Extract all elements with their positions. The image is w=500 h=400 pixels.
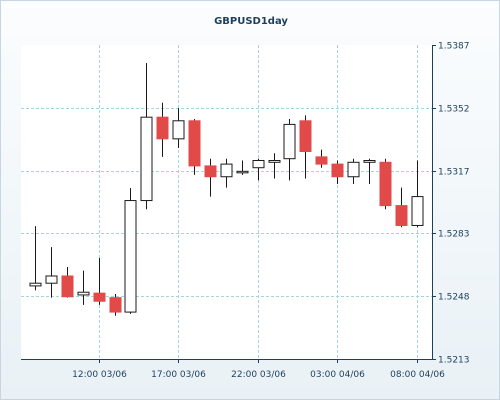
candle-body [77,291,90,296]
candle-body [45,275,58,284]
candle-body [315,156,328,165]
candle-body [347,161,360,178]
x-tick-label: 08:00 04/06 [390,370,445,380]
candle-body [140,116,153,202]
candle [204,158,217,197]
candle [93,257,106,305]
candle-body [236,170,249,174]
candle [140,63,153,210]
y-tick-label: 1.5317 [438,168,470,178]
candle [172,108,185,148]
candle [188,118,201,175]
candle [395,187,408,228]
candle-body [156,116,169,140]
y-tick-label: 1.5248 [438,293,470,303]
candle-body [93,292,106,302]
y-tick-label: 1.5213 [438,356,470,366]
candle [411,160,424,228]
candle-body [124,200,137,313]
candle [29,226,42,291]
candles [29,63,424,316]
candle [347,158,360,184]
candle-body [411,196,424,226]
candle [124,188,137,314]
candle-body [331,163,344,178]
candle-body [268,159,281,163]
candle-body [395,205,408,226]
candle-body [379,161,392,207]
candle-body [299,120,312,152]
candle-body [220,163,233,178]
candle [220,158,233,188]
candle [283,118,296,181]
candle [109,294,122,316]
candle [61,266,74,298]
candle [331,160,344,184]
axes: 1.5387 1.5352 1.5317 1.5283 1.5248 1.5213 12:0… [21,42,470,380]
candle [315,149,328,168]
candle-body [204,165,217,178]
candle [252,158,265,181]
chart-title: GBPUSD1day [214,16,288,27]
candle [156,102,169,157]
x-tick-label: 12:00 03/06 [72,370,127,380]
y-tick-label: 1.5283 [438,230,470,240]
candle-body [283,123,296,160]
candle [268,153,281,179]
y-tick-label: 1.5352 [438,105,470,115]
x-tick-label: 22:00 03/06 [231,370,286,380]
y-tick-label: 1.5387 [438,42,470,52]
candle [299,115,312,179]
candle-body [252,159,265,169]
candle [236,160,249,175]
candle-body [29,282,42,287]
plot-area [21,45,432,359]
x-tick-label: 17:00 03/06 [151,370,206,380]
candle-body [188,120,201,167]
candle-body [172,120,185,140]
candle-body [363,159,376,163]
candle-body [61,275,74,298]
candle [379,158,392,210]
candle-body [109,297,122,313]
x-tick-label: 03:00 04/06 [310,370,365,380]
candle [363,158,376,184]
candle [77,270,90,305]
candle [45,247,58,298]
